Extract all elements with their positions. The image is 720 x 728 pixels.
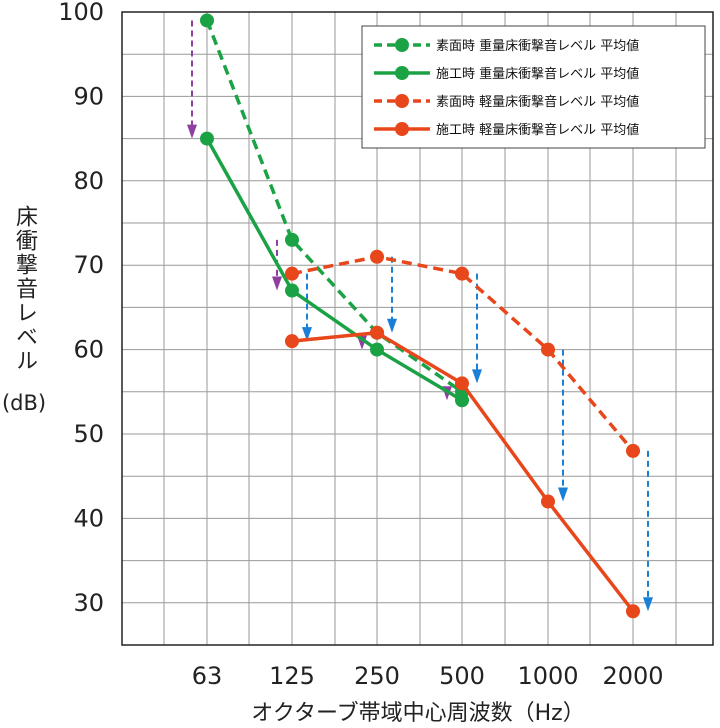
legend-label: 施工時 軽量床衝撃音レベル 平均値 <box>436 122 639 138</box>
arrow-head <box>643 597 653 612</box>
x-tick-label: 250 <box>354 662 400 690</box>
x-axis-label: オクターブ帯域中心周波数（Hz） <box>251 701 584 726</box>
data-point <box>370 325 384 340</box>
data-point <box>455 376 469 391</box>
data-point <box>200 13 214 28</box>
arrow-head <box>387 318 397 333</box>
x-tick-label: 1000 <box>517 662 578 690</box>
data-point <box>455 266 469 281</box>
y-tick-labels: 30 40 50 60 70 80 90 100 <box>58 0 104 617</box>
y-tick-label: 90 <box>73 82 104 110</box>
arrow-head <box>187 124 197 139</box>
series <box>200 13 640 619</box>
series-line <box>205 137 463 402</box>
data-point <box>626 443 640 458</box>
legend-marker <box>395 66 409 80</box>
y-tick-label: 100 <box>58 0 104 26</box>
data-point <box>285 266 299 281</box>
legend-marker <box>395 122 409 136</box>
plot-frame <box>121 11 714 646</box>
y-tick-label: 40 <box>73 504 104 532</box>
legend-marker <box>395 94 409 108</box>
y-tick-label: 80 <box>73 167 104 195</box>
reduction-arrows <box>187 20 653 612</box>
legend-label: 素面時 重量床衝撃音レベル 平均値 <box>436 38 639 54</box>
data-point <box>370 342 384 357</box>
data-point <box>200 131 214 146</box>
data-point <box>285 283 299 298</box>
x-tick-label: 63 <box>192 662 223 690</box>
data-point <box>626 604 640 619</box>
x-tick-label: 500 <box>439 662 485 690</box>
legend-label: 素面時 軽量床衝撃音レベル 平均値 <box>436 94 639 110</box>
data-point <box>541 342 555 357</box>
series-line <box>205 19 463 394</box>
y-tick-label: 60 <box>73 336 104 364</box>
arrow-head <box>472 369 482 384</box>
y-axis-label: 床衝撃音レベル (dB) <box>0 205 48 416</box>
y-axis-title: 床衝撃音レベル <box>12 205 37 373</box>
y-tick-label: 70 <box>73 251 104 279</box>
series-line <box>291 255 635 453</box>
x-tick-labels: 63 125 250 500 1000 2000 <box>192 662 664 690</box>
data-point <box>370 249 384 264</box>
y-tick-label: 50 <box>73 420 104 448</box>
legend-marker <box>395 38 409 52</box>
legend-label: 施工時 重量床衝撃音レベル 平均値 <box>436 66 639 82</box>
arrow-head <box>302 327 312 342</box>
x-tick-label: 2000 <box>602 662 663 690</box>
data-point <box>285 334 299 349</box>
data-point <box>541 494 555 509</box>
arrow-head <box>272 276 282 291</box>
data-point <box>285 232 299 247</box>
arrow-head <box>558 487 568 502</box>
y-tick-label: 30 <box>73 589 104 617</box>
y-axis-unit: (dB) <box>1 391 47 415</box>
x-tick-label: 125 <box>269 662 315 690</box>
data-point <box>455 393 469 408</box>
